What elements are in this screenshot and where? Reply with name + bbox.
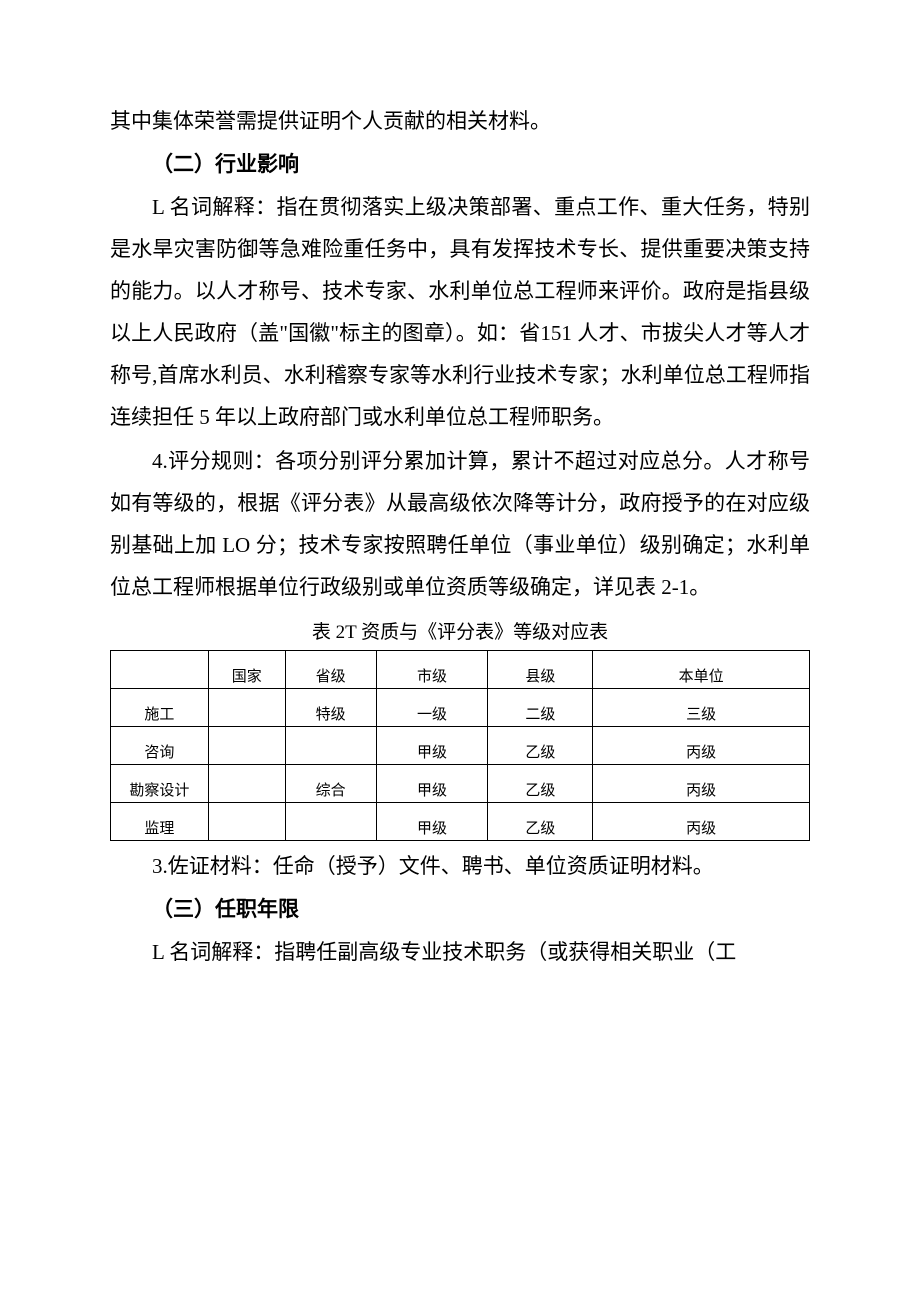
table-cell: 一级 [376,689,488,727]
table-row: 勘察设计 综合 甲级 乙级 丙级 [111,765,810,803]
table-cell-rowlabel: 勘察设计 [111,765,209,803]
table-cell: 三级 [593,689,810,727]
table-header-cell [111,651,209,689]
body-paragraph: 4.评分规则：各项分别评分累加计算，累计不超过对应总分。人才称号如有等级的，根据… [110,440,810,608]
table-header-cell: 县级 [488,651,593,689]
table-row: 咨询 甲级 乙级 丙级 [111,727,810,765]
body-paragraph: L 名词解释：指在贯彻落实上级决策部署、重点工作、重大任务，特别是水旱灾害防御等… [110,186,810,438]
table-cell: 二级 [488,689,593,727]
table-header-cell: 本单位 [593,651,810,689]
table-cell: 乙级 [488,727,593,765]
body-paragraph: 3.佐证材料：任命（授予）文件、聘书、单位资质证明材料。 [110,845,810,887]
table-cell [285,727,376,765]
table-header-cell: 省级 [285,651,376,689]
table-cell: 甲级 [376,803,488,841]
table-caption: 表 2T 资质与《评分表》等级对应表 [110,616,810,650]
table-cell [208,689,285,727]
table-header-cell: 国家 [208,651,285,689]
table-cell: 甲级 [376,727,488,765]
table-cell: 乙级 [488,765,593,803]
table-header-cell: 市级 [376,651,488,689]
body-paragraph: 其中集体荣誉需提供证明个人贡献的相关材料。 [110,100,810,142]
body-paragraph: L 名词解释：指聘任副高级专业技术职务（或获得相关职业（工 [110,931,810,973]
table-row: 施工 特级 一级 二级 三级 [111,689,810,727]
table-cell [208,727,285,765]
table-cell: 丙级 [593,765,810,803]
table-cell: 特级 [285,689,376,727]
table-cell-rowlabel: 监理 [111,803,209,841]
table-cell: 综合 [285,765,376,803]
table-cell: 丙级 [593,803,810,841]
section-heading-2: （二）行业影响 [110,144,810,186]
table-cell: 乙级 [488,803,593,841]
table-cell-rowlabel: 施工 [111,689,209,727]
table-cell-rowlabel: 咨询 [111,727,209,765]
table-cell: 丙级 [593,727,810,765]
table-header-row: 国家 省级 市级 县级 本单位 [111,651,810,689]
section-heading-3: （三）任职年限 [110,889,810,931]
table-row: 监理 甲级 乙级 丙级 [111,803,810,841]
table-cell: 甲级 [376,765,488,803]
table-cell [208,803,285,841]
table-cell [285,803,376,841]
table-cell [208,765,285,803]
qualification-table: 国家 省级 市级 县级 本单位 施工 特级 一级 二级 三级 咨询 甲级 乙级 … [110,650,810,841]
